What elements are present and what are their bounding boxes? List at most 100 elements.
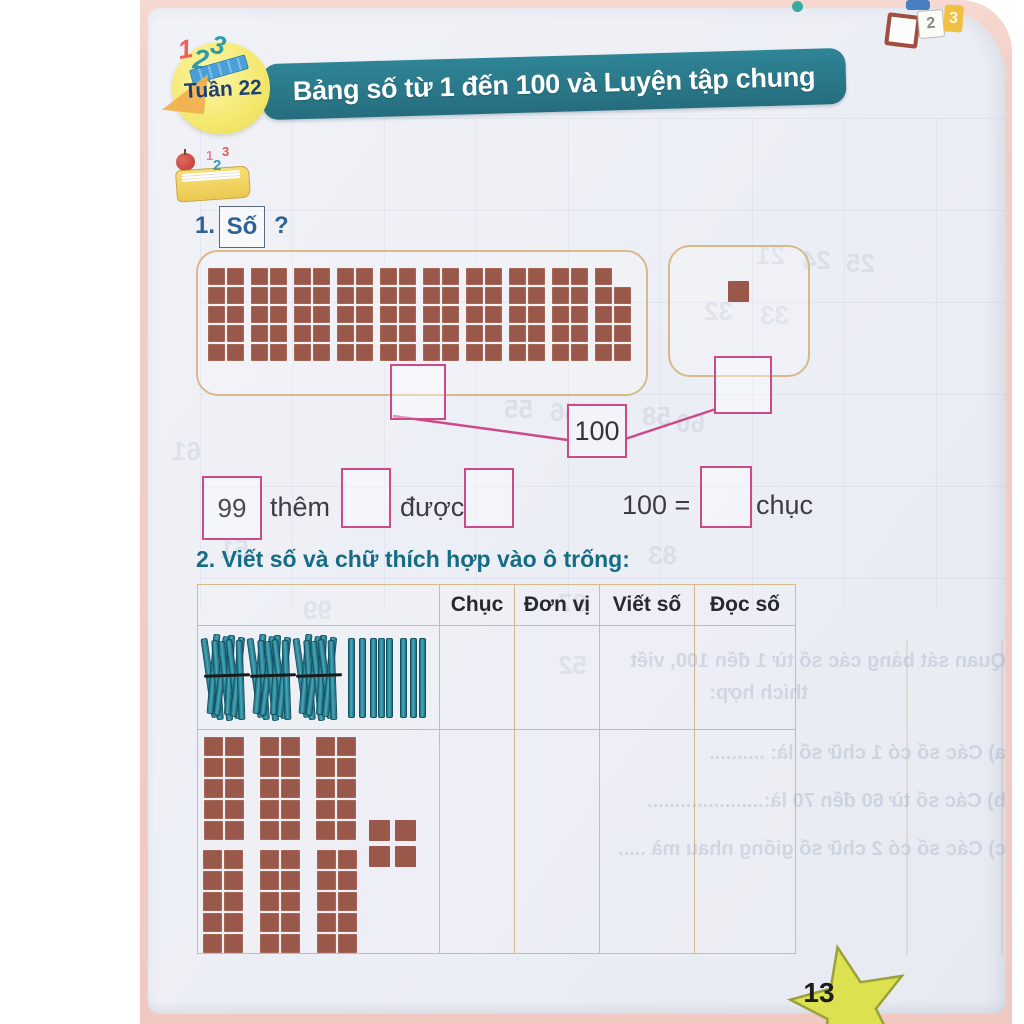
unit-square xyxy=(225,737,244,756)
exercise1-label: Số xyxy=(226,213,258,240)
ten-block xyxy=(208,268,244,361)
unit-square xyxy=(356,287,373,304)
single-stick xyxy=(410,638,417,718)
unit-square xyxy=(281,737,300,756)
table-row1-vietso-cell xyxy=(599,625,694,729)
unit-square xyxy=(317,850,336,869)
unit-square xyxy=(225,800,244,819)
unit-square xyxy=(270,325,287,342)
unit-square xyxy=(294,268,311,285)
table-row2-vietso-cell xyxy=(599,729,694,953)
ten-block xyxy=(260,737,300,840)
given-99: 99 xyxy=(217,492,247,523)
unit-square xyxy=(313,268,330,285)
table-row2-docso-cell xyxy=(694,729,795,953)
cube-two: 2 xyxy=(916,8,946,40)
unit-square xyxy=(260,779,279,798)
unit-square xyxy=(224,913,243,932)
unit-square xyxy=(251,287,268,304)
answer-box-result xyxy=(464,468,514,528)
unit-square xyxy=(442,287,459,304)
unit-square xyxy=(399,268,416,285)
exercise1-so-box: Số xyxy=(219,206,265,248)
unit-square xyxy=(260,871,279,890)
apple-icon xyxy=(176,149,195,171)
unit-square xyxy=(294,287,311,304)
showthrough-table-line xyxy=(1001,640,1003,955)
unit-square xyxy=(395,820,416,841)
unit-square xyxy=(225,779,244,798)
ten-block xyxy=(317,850,357,953)
week-badge-label: Tuần 22 xyxy=(183,75,263,104)
unit-square xyxy=(281,758,300,777)
unit-square xyxy=(260,913,279,932)
number-cubes-icon: 2 3 xyxy=(880,0,1010,49)
unit-square xyxy=(423,306,440,323)
unit-square xyxy=(281,892,300,911)
unit-square xyxy=(595,306,612,323)
single-stick xyxy=(400,638,407,718)
stick xyxy=(235,639,246,721)
unit-square xyxy=(466,268,483,285)
unit-square xyxy=(203,892,222,911)
hundred-box: 100 xyxy=(567,404,627,458)
exercise2-number: 2. xyxy=(196,546,216,572)
unit-square xyxy=(260,892,279,911)
showthrough-heading-2: thích hợp: xyxy=(709,682,808,704)
unit-square xyxy=(552,344,569,361)
ten-block xyxy=(466,268,502,361)
word-them: thêm xyxy=(270,492,331,522)
unit-square xyxy=(338,850,357,869)
single-stick xyxy=(419,638,426,718)
unit-square xyxy=(260,758,279,777)
ten-block xyxy=(423,268,459,361)
unit-square xyxy=(208,268,225,285)
showthrough-table-line xyxy=(906,640,908,955)
lesson-title: Bảng số từ 1 đến 100 và Luyện tập chung xyxy=(292,61,816,106)
unit-square xyxy=(208,287,225,304)
ten-block xyxy=(251,268,287,361)
unit-square xyxy=(528,287,545,304)
unit-square xyxy=(552,306,569,323)
table-header-donvi: Đơn vị xyxy=(514,585,599,625)
unit-square xyxy=(317,934,336,953)
unit-square xyxy=(337,325,354,342)
book-digit-2: 2 xyxy=(213,157,222,174)
unit-square xyxy=(270,287,287,304)
answer-box-add xyxy=(341,468,391,528)
showthrough-heading-1: Quan sát bảng các số từ 1 đến 100, viết xyxy=(630,650,1006,672)
unit-square xyxy=(225,821,244,840)
unit-square xyxy=(260,800,279,819)
table-header-vietso: Viết số xyxy=(599,585,694,625)
unit-square xyxy=(313,306,330,323)
table-header-docso: Đọc số xyxy=(694,585,795,625)
showthrough-item-c: c) Các số có 2 chữ số giống nhau mà ....… xyxy=(618,838,1006,860)
unit-square xyxy=(316,737,335,756)
unit-square xyxy=(281,871,300,890)
ten-block xyxy=(337,268,373,361)
unit-square xyxy=(423,344,440,361)
word-chuc: chục xyxy=(756,490,814,520)
unit-square xyxy=(294,344,311,361)
unit-square xyxy=(313,325,330,342)
unit-square xyxy=(281,779,300,798)
unit-square xyxy=(380,287,397,304)
nine-unit-block xyxy=(595,268,631,361)
unit-square xyxy=(227,306,244,323)
unit-square xyxy=(270,344,287,361)
unit-square xyxy=(337,821,356,840)
unit-square xyxy=(509,325,526,342)
unit-square xyxy=(552,268,569,285)
unit-square xyxy=(595,268,612,285)
unit-square xyxy=(571,268,588,285)
unit-square xyxy=(552,325,569,342)
unit-square xyxy=(281,913,300,932)
unit-square xyxy=(338,871,357,890)
showthrough-grid xyxy=(200,118,1006,610)
unit-square xyxy=(356,306,373,323)
unit-square xyxy=(203,850,222,869)
unit-square xyxy=(337,344,354,361)
unit-square xyxy=(281,850,300,869)
unit-square xyxy=(614,325,631,342)
